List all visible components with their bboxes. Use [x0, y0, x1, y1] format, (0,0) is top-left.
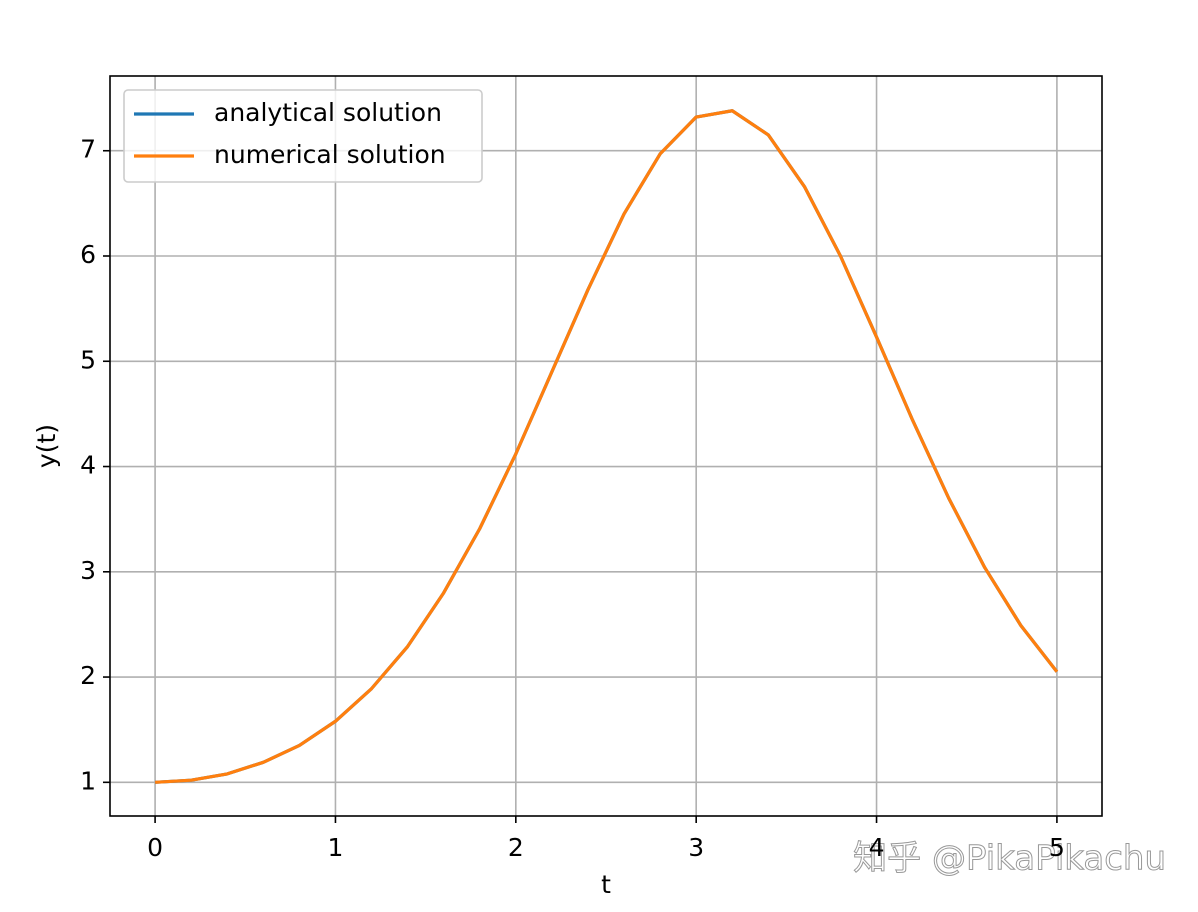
y-tick-label: 7 [80, 135, 96, 164]
y-axis-label: y(t) [32, 424, 61, 468]
x-tick-label: 1 [328, 833, 344, 862]
x-tick-label: 4 [869, 833, 885, 862]
x-tick-label: 0 [147, 833, 163, 862]
x-tick-label: 2 [508, 833, 524, 862]
y-tick-label: 6 [80, 240, 96, 269]
grid [110, 76, 1102, 816]
y-tick-label: 5 [80, 345, 96, 374]
y-tick-label: 3 [80, 556, 96, 585]
x-tick-label: 5 [1049, 833, 1065, 862]
legend-label: analytical solution [214, 98, 442, 127]
axes-frame [109, 75, 1103, 817]
series-line [154, 109, 1059, 784]
x-axis-label: t [601, 870, 611, 899]
legend-label: numerical solution [214, 140, 446, 169]
y-tick-label: 1 [80, 766, 96, 795]
series-line [154, 109, 1059, 784]
watermark: 知乎 @PikaPikachu [853, 839, 1166, 879]
legend-box [123, 89, 483, 183]
x-tick-label: 3 [688, 833, 704, 862]
legend: analytical solution numerical solution [123, 89, 483, 183]
y-tick-label: 2 [80, 661, 96, 690]
y-tick-label: 4 [80, 451, 96, 480]
